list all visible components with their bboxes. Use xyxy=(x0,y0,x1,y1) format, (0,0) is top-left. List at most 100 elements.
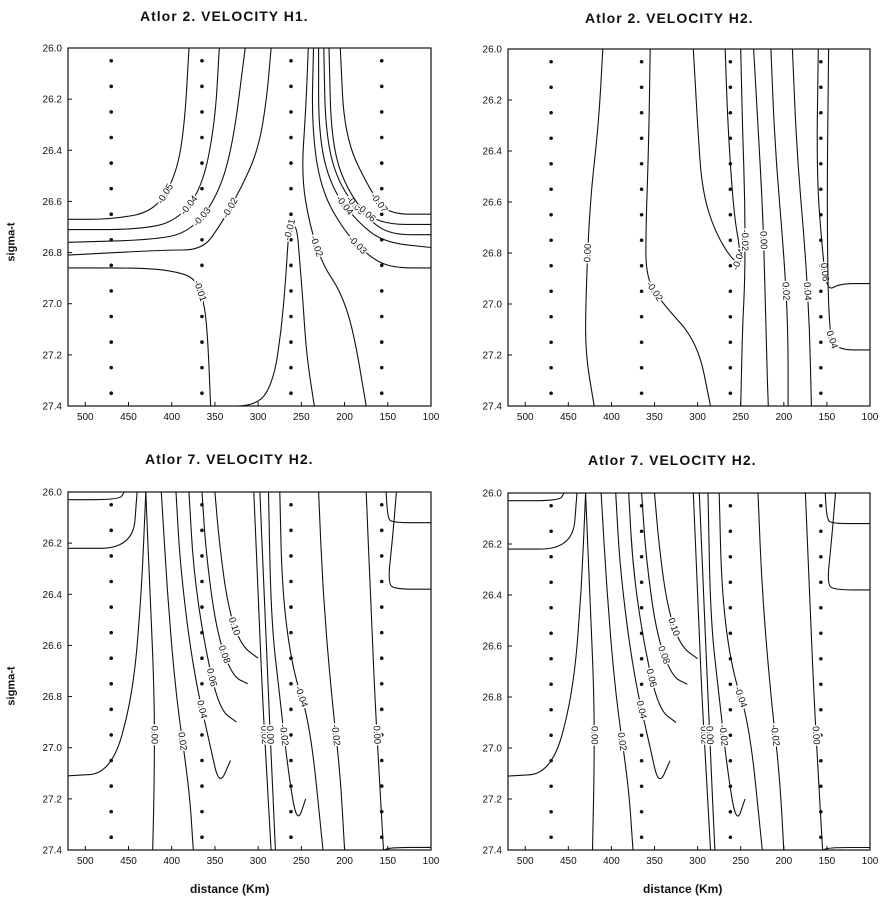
station-dot xyxy=(819,365,823,370)
station-dot xyxy=(728,733,733,738)
contour-label: 0.00 xyxy=(703,726,715,745)
station-dot xyxy=(549,161,553,166)
station-dot xyxy=(549,136,553,141)
x-tick-label: 100 xyxy=(423,412,440,423)
contour-label: 0.04 xyxy=(823,329,839,350)
y-tick-label: 26.8 xyxy=(483,249,503,260)
y-tick-label: 26.2 xyxy=(43,539,63,550)
station-dot xyxy=(379,605,384,609)
contour-label: 0.08 xyxy=(655,645,672,666)
contour-line xyxy=(68,492,125,501)
station-dot xyxy=(109,84,114,89)
y-tick-label: 27.2 xyxy=(43,350,63,361)
y-tick-label: 26.8 xyxy=(43,248,63,259)
y-tick-label: 26.0 xyxy=(483,45,503,56)
station-dot xyxy=(109,528,114,533)
contour-line xyxy=(718,493,763,850)
station-dot xyxy=(549,631,553,636)
x-tick-label: 350 xyxy=(207,856,224,867)
x-tick-label: 300 xyxy=(250,856,267,867)
station-dot xyxy=(639,758,644,763)
plot-frame xyxy=(67,491,432,851)
x-tick-label: 400 xyxy=(163,856,180,867)
station-dot xyxy=(289,630,293,635)
x-tick-label: 500 xyxy=(517,412,534,423)
contour-label: 0.02 xyxy=(615,732,629,752)
contour-line xyxy=(259,492,276,850)
x-tick-label: 450 xyxy=(120,412,137,423)
y-tick-label: 26.8 xyxy=(43,692,63,703)
station-dot xyxy=(200,528,204,533)
y-tick-label: 26.2 xyxy=(483,96,503,107)
station-dot xyxy=(200,110,204,114)
station-dot xyxy=(200,263,204,268)
station-dot xyxy=(289,733,293,737)
x-tick-label: 150 xyxy=(819,856,836,867)
station-dot xyxy=(289,579,293,584)
station-dot xyxy=(109,502,114,507)
contour-line xyxy=(201,492,249,685)
contour-label: 0.08 xyxy=(216,644,233,665)
contour-line xyxy=(385,492,431,524)
station-dot xyxy=(289,212,293,217)
station-dot xyxy=(549,580,553,585)
contour-label: 0.00 xyxy=(148,726,159,745)
y-tick-label: 27.2 xyxy=(483,351,503,362)
x-tick-label: 150 xyxy=(379,856,396,867)
station-dot xyxy=(289,58,293,63)
contour-line xyxy=(826,49,870,351)
station-dot xyxy=(379,502,384,507)
station-dot xyxy=(728,580,733,585)
station-dot xyxy=(200,237,204,242)
station-dot xyxy=(728,682,733,687)
station-dot xyxy=(200,340,204,344)
station-dot xyxy=(819,110,823,115)
station-dot xyxy=(819,682,823,687)
contour-line xyxy=(339,48,431,215)
station-dot xyxy=(200,84,204,89)
station-dot xyxy=(109,835,114,840)
station-dot xyxy=(549,238,553,243)
x-tick-label: 350 xyxy=(646,856,663,867)
station-dot xyxy=(728,85,733,90)
station-dot xyxy=(639,733,644,738)
y-tick-label: 26.6 xyxy=(43,641,63,652)
station-dot xyxy=(379,263,384,268)
y-tick-label: 26.4 xyxy=(483,147,503,158)
contour-line xyxy=(188,492,237,723)
station-dot xyxy=(200,681,204,686)
contour-label: 0.00 xyxy=(588,726,599,745)
contour-label: 0.06 xyxy=(204,667,219,687)
x-tick-label: 200 xyxy=(775,412,792,423)
contour-label: 0.02 xyxy=(698,726,710,745)
station-dot xyxy=(379,784,384,788)
station-dot xyxy=(549,110,553,115)
contour-label: -0.02 xyxy=(768,724,781,747)
station-dot xyxy=(109,681,114,686)
y-tick-label: 27.2 xyxy=(43,794,63,805)
station-dot xyxy=(728,263,733,268)
station-dot xyxy=(639,529,644,534)
station-dot xyxy=(289,707,293,712)
x-tick-label: 500 xyxy=(77,412,94,423)
station-dot xyxy=(289,263,293,268)
station-dot xyxy=(549,733,553,738)
station-dot xyxy=(289,681,293,686)
contour-line xyxy=(822,846,870,850)
station-dot xyxy=(549,682,553,687)
station-dot xyxy=(109,340,114,344)
station-dot xyxy=(549,554,553,559)
panel-3-xlabel: distance (Km) xyxy=(190,882,270,896)
station-dot xyxy=(109,630,114,635)
station-dot xyxy=(289,758,293,763)
contour-label: -0.03 xyxy=(346,234,369,257)
panel-3: 500 450 400 350 300 250 200 150 100 26.0 26.2 26.4 2… xyxy=(43,488,440,868)
contour-line xyxy=(508,493,578,550)
station-dot xyxy=(639,835,644,840)
contour-line xyxy=(214,224,315,406)
station-dot xyxy=(379,84,384,89)
contour-line xyxy=(645,49,712,406)
y-tick-label: 26.0 xyxy=(483,489,503,500)
station-dot xyxy=(819,85,823,90)
contour-label: 0.00 xyxy=(264,725,276,744)
